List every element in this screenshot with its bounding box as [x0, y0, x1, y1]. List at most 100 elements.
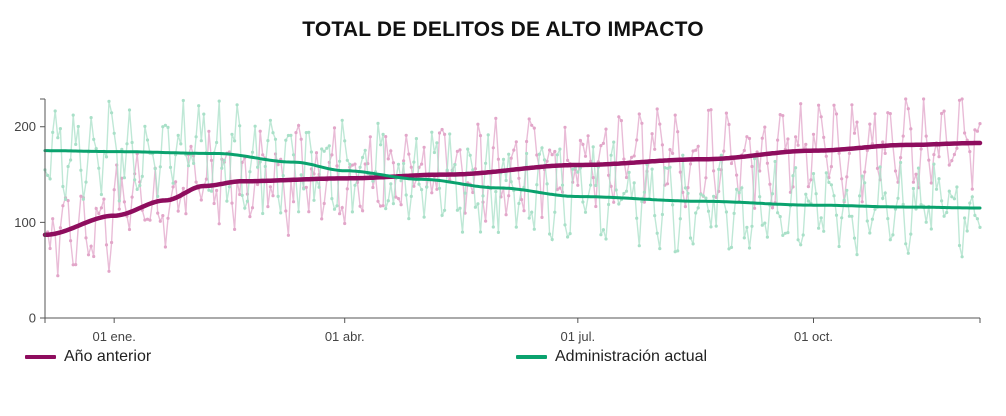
daily-point-ano-anterior	[420, 162, 424, 166]
daily-point-ano-anterior	[665, 182, 670, 186]
daily-point-administracion-actual	[591, 145, 595, 149]
daily-point-ano-anterior	[61, 204, 65, 208]
daily-point-administracion-actual	[133, 178, 137, 182]
daily-point-ano-anterior	[74, 263, 78, 267]
daily-point-administracion-actual	[299, 173, 303, 177]
daily-point-administracion-actual	[671, 203, 675, 207]
daily-point-administracion-actual	[555, 153, 559, 157]
daily-point-ano-anterior	[927, 158, 931, 162]
daily-point-ano-anterior	[102, 197, 106, 201]
daily-point-ano-anterior	[852, 131, 857, 135]
daily-point-administracion-actual	[473, 205, 477, 209]
daily-point-ano-anterior	[522, 209, 526, 213]
y-tick-label: 100	[14, 215, 36, 230]
daily-point-ano-anterior	[957, 98, 962, 102]
daily-point-administracion-actual	[827, 180, 831, 184]
daily-point-administracion-actual	[460, 230, 465, 234]
daily-point-administracion-actual	[753, 157, 757, 161]
daily-point-ano-anterior	[875, 166, 880, 170]
daily-point-administracion-actual	[522, 185, 526, 189]
daily-point-administracion-actual	[353, 183, 357, 187]
daily-point-ano-anterior	[760, 136, 764, 140]
daily-point-ano-anterior	[819, 115, 823, 119]
daily-point-ano-anterior	[184, 212, 188, 216]
daily-point-administracion-actual	[507, 152, 511, 156]
daily-point-ano-anterior	[58, 226, 63, 230]
daily-point-administracion-actual	[834, 213, 839, 217]
daily-point-administracion-actual	[873, 207, 877, 211]
daily-point-ano-anterior	[491, 146, 495, 150]
daily-point-ano-anterior	[176, 209, 180, 213]
daily-point-administracion-actual	[681, 153, 685, 157]
daily-point-administracion-actual	[732, 211, 736, 215]
daily-point-administracion-actual	[650, 167, 654, 171]
daily-point-administracion-actual	[742, 236, 746, 240]
daily-point-ano-anterior	[973, 128, 977, 132]
daily-point-ano-anterior	[678, 170, 682, 174]
daily-point-administracion-actual	[712, 194, 716, 198]
daily-point-ano-anterior	[955, 146, 959, 150]
daily-point-administracion-actual	[227, 185, 231, 189]
daily-point-administracion-actual	[653, 214, 657, 218]
daily-point-administracion-actual	[455, 208, 459, 212]
legend-item-administracion-actual[interactable]: Administración actual	[516, 348, 707, 366]
daily-point-ano-anterior	[376, 199, 380, 203]
daily-point-administracion-actual	[514, 225, 518, 229]
daily-point-ano-anterior	[765, 161, 770, 165]
daily-point-ano-anterior	[709, 108, 713, 112]
daily-point-ano-anterior	[929, 181, 933, 185]
daily-point-administracion-actual	[601, 228, 606, 232]
daily-point-administracion-actual	[361, 155, 365, 160]
daily-point-administracion-actual	[51, 130, 55, 134]
x-tick-label: 01 oct.	[794, 329, 833, 344]
daily-point-administracion-actual	[286, 133, 290, 138]
daily-point-ano-anterior	[706, 108, 711, 112]
daily-point-ano-anterior	[822, 135, 826, 139]
daily-point-ano-anterior	[217, 222, 221, 226]
daily-line-administracion-actual	[44, 100, 981, 257]
daily-point-ano-anterior	[650, 132, 654, 136]
daily-point-administracion-actual	[773, 159, 777, 164]
legend-swatch-ano-anterior	[25, 355, 56, 359]
daily-point-ano-anterior	[919, 147, 923, 151]
daily-point-ano-anterior	[233, 227, 237, 231]
daily-point-administracion-actual	[847, 214, 852, 218]
daily-point-administracion-actual	[832, 194, 836, 198]
daily-point-ano-anterior	[407, 152, 411, 156]
daily-point-administracion-actual	[906, 251, 910, 255]
daily-point-ano-anterior	[127, 227, 132, 232]
daily-point-ano-anterior	[909, 127, 913, 131]
daily-point-administracion-actual	[297, 210, 301, 214]
daily-point-ano-anterior	[742, 148, 746, 153]
daily-point-ano-anterior	[322, 201, 326, 206]
daily-point-ano-anterior	[637, 112, 641, 116]
daily-point-ano-anterior	[99, 206, 103, 210]
daily-point-ano-anterior	[635, 138, 639, 142]
daily-point-ano-anterior	[66, 199, 70, 203]
daily-point-administracion-actual	[568, 232, 572, 236]
daily-point-administracion-actual	[84, 180, 88, 184]
daily-point-administracion-actual	[532, 227, 536, 231]
daily-point-administracion-actual	[471, 168, 475, 172]
daily-point-administracion-actual	[381, 132, 385, 136]
daily-point-administracion-actual	[550, 237, 554, 242]
daily-point-administracion-actual	[540, 146, 544, 150]
daily-point-administracion-actual	[81, 197, 85, 201]
daily-point-administracion-actual	[153, 167, 157, 171]
daily-point-administracion-actual	[842, 198, 846, 202]
daily-point-ano-anterior	[850, 103, 854, 107]
daily-point-administracion-actual	[896, 196, 900, 200]
daily-point-ano-anterior	[937, 155, 941, 159]
daily-point-ano-anterior	[829, 165, 834, 169]
daily-point-administracion-actual	[860, 174, 864, 178]
daily-point-ano-anterior	[712, 169, 716, 173]
daily-point-ano-anterior	[97, 211, 101, 216]
daily-point-ano-anterior	[947, 163, 951, 167]
daily-point-ano-anterior	[389, 149, 393, 153]
daily-point-administracion-actual	[276, 194, 280, 198]
daily-point-administracion-actual	[284, 138, 288, 142]
daily-point-administracion-actual	[317, 185, 321, 189]
legend-item-ano-anterior[interactable]: Año anterior	[25, 348, 151, 366]
daily-point-ano-anterior	[532, 126, 536, 130]
daily-point-ano-anterior	[409, 165, 413, 169]
